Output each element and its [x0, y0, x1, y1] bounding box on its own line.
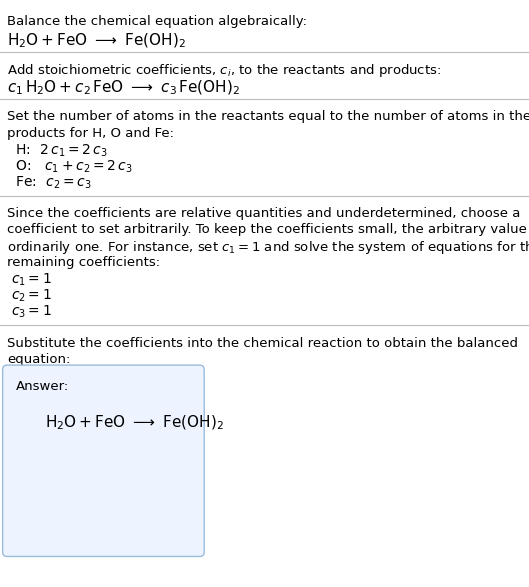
Text: H:  $2\,c_1 = 2\,c_3$: H: $2\,c_1 = 2\,c_3$ — [11, 143, 107, 159]
Text: Set the number of atoms in the reactants equal to the number of atoms in the: Set the number of atoms in the reactants… — [7, 110, 529, 123]
Text: remaining coefficients:: remaining coefficients: — [7, 256, 160, 269]
Text: Add stoichiometric coefficients, $c_i$, to the reactants and products:: Add stoichiometric coefficients, $c_i$, … — [7, 62, 441, 79]
Text: ordinarily one. For instance, set $c_1 = 1$ and solve the system of equations fo: ordinarily one. For instance, set $c_1 =… — [7, 239, 529, 257]
Text: $c_1 = 1$: $c_1 = 1$ — [11, 272, 51, 288]
Text: $\mathsf{H_2O + FeO\ \longrightarrow\ Fe(OH)_2}$: $\mathsf{H_2O + FeO\ \longrightarrow\ Fe… — [45, 414, 224, 432]
Text: Fe:  $c_2 = c_3$: Fe: $c_2 = c_3$ — [11, 174, 91, 191]
Text: Answer:: Answer: — [16, 380, 69, 393]
Text: products for H, O and Fe:: products for H, O and Fe: — [7, 127, 174, 140]
Text: equation:: equation: — [7, 353, 70, 366]
Text: Since the coefficients are relative quantities and underdetermined, choose a: Since the coefficients are relative quan… — [7, 207, 520, 220]
Text: O:   $c_1 + c_2 = 2\,c_3$: O: $c_1 + c_2 = 2\,c_3$ — [11, 158, 132, 175]
Text: $c_3 = 1$: $c_3 = 1$ — [11, 303, 51, 320]
Text: $c_2 = 1$: $c_2 = 1$ — [11, 288, 51, 304]
Text: $c_1\,\mathsf{H_2O} + c_2\,\mathsf{FeO}\ \longrightarrow\ c_3\,\mathsf{Fe(OH)_2}: $c_1\,\mathsf{H_2O} + c_2\,\mathsf{FeO}\… — [7, 79, 240, 97]
Text: $\mathsf{H_2O + FeO\ \longrightarrow\ Fe(OH)_2}$: $\mathsf{H_2O + FeO\ \longrightarrow\ Fe… — [7, 32, 186, 50]
Text: Balance the chemical equation algebraically:: Balance the chemical equation algebraica… — [7, 15, 307, 28]
Text: coefficient to set arbitrarily. To keep the coefficients small, the arbitrary va: coefficient to set arbitrarily. To keep … — [7, 223, 529, 236]
Text: Substitute the coefficients into the chemical reaction to obtain the balanced: Substitute the coefficients into the che… — [7, 337, 518, 350]
FancyBboxPatch shape — [3, 365, 204, 556]
